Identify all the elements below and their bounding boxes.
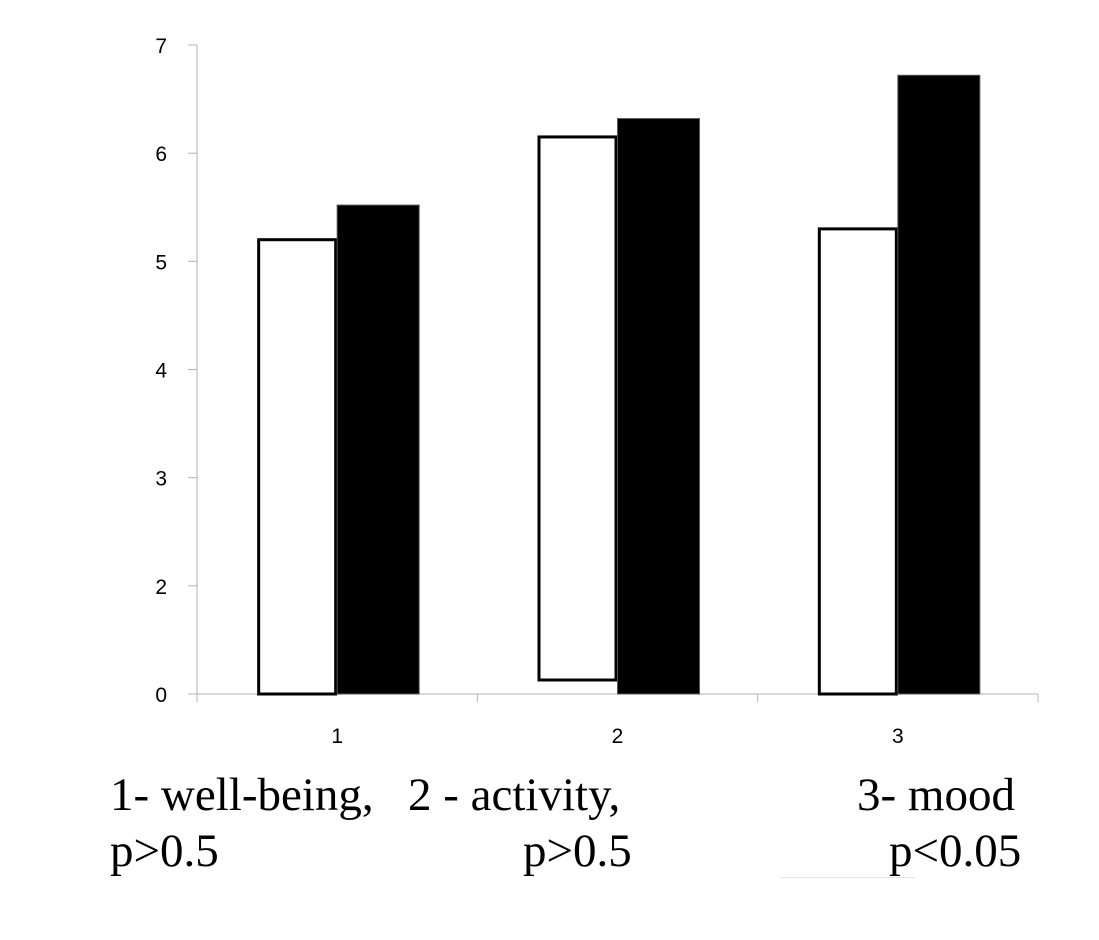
y-tick-label: 4	[155, 360, 167, 383]
x-tick-label: 3	[892, 725, 904, 748]
y-tick-label: 5	[155, 251, 167, 274]
x-tick-label: 1	[331, 725, 343, 748]
bars	[257, 74, 981, 696]
y-tick-label: 7	[155, 35, 167, 58]
bar-white-2	[537, 135, 618, 682]
y-axis: 0 2 3 4 5 6 7	[155, 35, 198, 707]
caption-activity: 2 - activity,	[408, 769, 621, 821]
x-tick-label: 2	[612, 725, 624, 748]
bar-white-1	[257, 238, 338, 696]
bar-black-3	[897, 74, 981, 695]
divider-line	[780, 877, 915, 878]
bar-black-1	[336, 204, 420, 695]
p-value-well-being: p>0.5	[110, 825, 219, 877]
p-value-activity: p>0.5	[523, 825, 632, 877]
p-value-mood: p<0.05	[889, 825, 1022, 877]
x-axis: 1 2 3	[188, 693, 1039, 748]
y-tick-label: 0	[155, 684, 167, 707]
y-tick-label: 2	[155, 576, 167, 599]
caption-mood: 3- mood	[857, 769, 1015, 821]
y-tick-label: 3	[155, 468, 167, 491]
bar-white-3	[817, 227, 898, 696]
bar-black-2	[617, 118, 700, 695]
caption-well-being: 1- well-being,	[110, 769, 374, 821]
y-tick-label: 6	[155, 143, 167, 166]
bar-chart: 0 2 3 4 5 6 7 1 2 3	[155, 35, 1039, 748]
